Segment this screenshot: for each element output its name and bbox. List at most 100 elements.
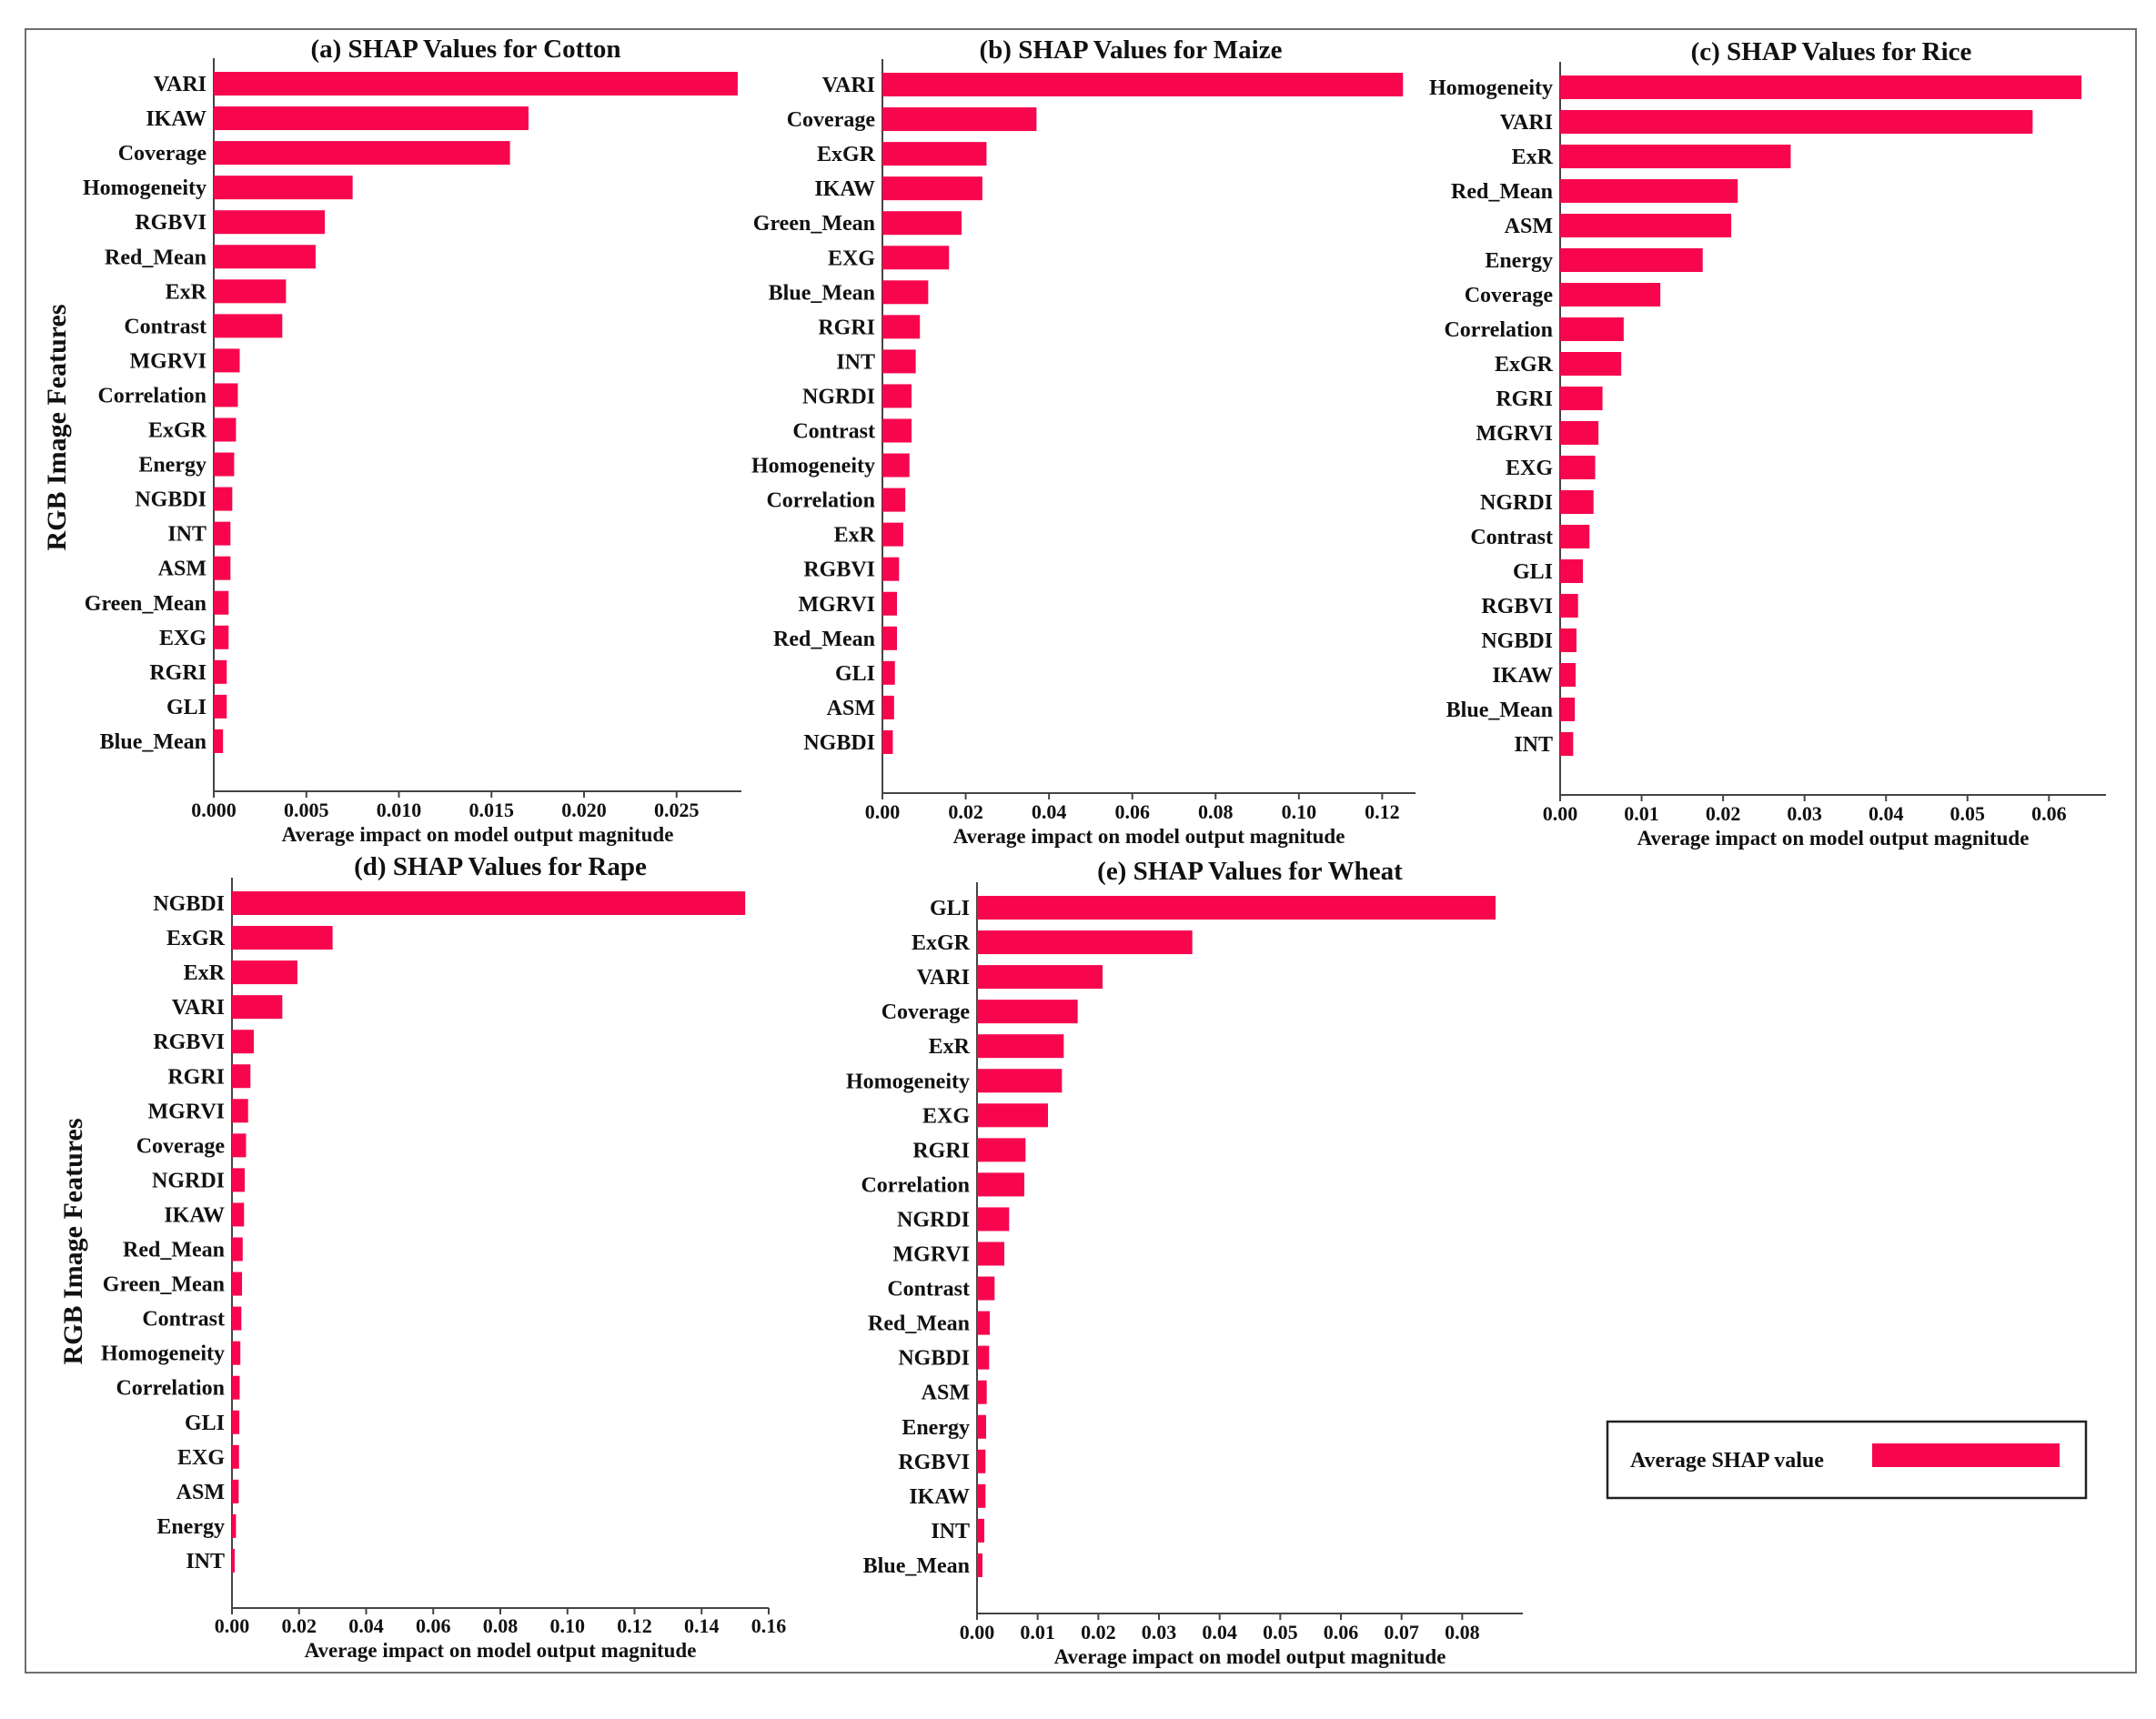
- feature-label-maize: ASM: [827, 697, 875, 720]
- feature-label-maize: INT: [836, 350, 875, 374]
- feature-label-maize: MGRVI: [799, 593, 875, 617]
- bar-wheat-homogeneity: [977, 1069, 1063, 1093]
- x-tick-label-rice: 0.06: [2031, 802, 2067, 825]
- x-tick-label-cotton: 0.010: [377, 799, 422, 821]
- bar-cotton-rgbvi: [214, 210, 326, 235]
- feature-label-cotton: IKAW: [146, 107, 207, 131]
- bar-wheat-ikaw: [977, 1483, 986, 1508]
- x-tick-label-rape: 0.06: [416, 1614, 451, 1637]
- feature-label-rice: ExGR: [1495, 353, 1554, 377]
- bar-maize-vari: [882, 73, 1404, 96]
- panel-title-maize: (b) SHAP Values for Maize: [980, 35, 1283, 65]
- feature-label-rice: Energy: [1485, 249, 1553, 273]
- feature-label-rape: Red_Mean: [123, 1239, 225, 1262]
- x-tick-label-rape: 0.10: [550, 1614, 586, 1637]
- bar-rape-red_mean: [232, 1237, 243, 1262]
- feature-label-cotton: RGBVI: [135, 211, 207, 235]
- feature-label-rice: MGRVI: [1476, 422, 1553, 446]
- feature-label-rape: Energy: [156, 1515, 225, 1539]
- panel-title-rape: (d) SHAP Values for Rape: [354, 852, 647, 881]
- bar-wheat-exgr: [977, 930, 1193, 955]
- feature-label-rice: Red_Mean: [1451, 180, 1553, 204]
- x-tick-label-rape: 0.02: [282, 1614, 317, 1637]
- bar-maize-ikaw: [882, 176, 982, 201]
- feature-label-wheat: NGRDI: [897, 1208, 970, 1231]
- bar-rice-rgri: [1560, 387, 1603, 410]
- feature-label-maize: RGBVI: [803, 558, 875, 582]
- bar-wheat-correlation: [977, 1172, 1024, 1197]
- bar-wheat-vari: [977, 965, 1103, 990]
- bar-rape-correlation: [232, 1375, 240, 1400]
- x-tick-label-wheat: 0.07: [1384, 1621, 1419, 1644]
- bar-rice-asm: [1560, 214, 1732, 237]
- y-axis-title-bottom: RGB Image Features: [58, 1118, 88, 1364]
- feature-label-wheat: Correlation: [861, 1173, 970, 1197]
- feature-label-maize: RGRI: [818, 316, 875, 339]
- bar-cotton-asm: [214, 556, 231, 580]
- bar-cotton-blue_mean: [214, 729, 224, 753]
- feature-label-maize: Blue_Mean: [769, 281, 875, 305]
- feature-label-cotton: GLI: [166, 696, 207, 719]
- feature-label-rice: NGBDI: [1481, 629, 1553, 653]
- feature-label-rice: Coverage: [1465, 284, 1554, 307]
- bar-maize-contrast: [882, 418, 912, 443]
- feature-label-rape: Correlation: [116, 1377, 225, 1401]
- bar-rice-exr: [1560, 145, 1791, 168]
- x-axis-label-rape: Average impact on model output magnitude: [305, 1639, 697, 1662]
- feature-label-cotton: MGRVI: [130, 349, 207, 373]
- bar-cotton-homogeneity: [214, 176, 353, 200]
- x-tick-label-rape: 0.08: [483, 1614, 519, 1637]
- feature-label-wheat: Homogeneity: [846, 1070, 970, 1093]
- panel-rape: (d) SHAP Values for Rape NGBDI ExGR ExR VARI…: [101, 852, 786, 1662]
- feature-label-rice: INT: [1514, 733, 1553, 757]
- x-tick-label-wheat: 0.02: [1081, 1621, 1116, 1644]
- bar-maize-homogeneity: [882, 453, 910, 478]
- feature-label-maize: Contrast: [792, 420, 875, 444]
- x-tick-label-rice: 0.01: [1624, 802, 1659, 825]
- bar-cotton-exg: [214, 625, 229, 649]
- bar-cotton-correlation: [214, 383, 238, 407]
- bar-maize-ngbdi: [882, 729, 893, 754]
- feature-label-maize: ExR: [834, 524, 876, 548]
- bar-rape-gli: [232, 1410, 240, 1434]
- feature-label-wheat: ExGR: [912, 931, 971, 955]
- bar-rape-ngrdi: [232, 1168, 246, 1192]
- feature-label-rice: RGBVI: [1481, 595, 1553, 618]
- panel-title-cotton: (a) SHAP Values for Cotton: [310, 35, 620, 64]
- feature-label-rice: Homogeneity: [1429, 76, 1553, 100]
- bar-cotton-gli: [214, 694, 227, 719]
- feature-label-rice: ExR: [1512, 146, 1554, 169]
- bar-rape-exgr: [232, 926, 333, 950]
- feature-label-cotton: Homogeneity: [83, 176, 207, 200]
- bar-rape-int: [232, 1548, 235, 1573]
- feature-label-rice: IKAW: [1492, 664, 1553, 688]
- legend-swatch: [1872, 1443, 2060, 1467]
- x-tick-label-wheat: 0.05: [1263, 1621, 1298, 1644]
- feature-label-rice: EXG: [1506, 457, 1553, 480]
- bar-rape-contrast: [232, 1306, 242, 1331]
- x-tick-label-wheat: 0.04: [1202, 1621, 1237, 1644]
- bar-wheat-ngbdi: [977, 1345, 990, 1370]
- feature-label-cotton: Contrast: [124, 315, 207, 338]
- bar-rice-vari: [1560, 110, 2033, 134]
- feature-label-wheat: EXG: [922, 1104, 970, 1128]
- panel-rice: (c) SHAP Values for Rice Homogeneity VARI E…: [1429, 37, 2106, 849]
- feature-label-maize: GLI: [835, 662, 875, 686]
- feature-label-rape: NGBDI: [153, 892, 225, 916]
- x-tick-label-cotton: 0.025: [654, 799, 700, 821]
- x-tick-label-rape: 0.12: [617, 1614, 652, 1637]
- bar-rice-coverage: [1560, 283, 1661, 307]
- bar-wheat-energy: [977, 1414, 986, 1439]
- feature-label-maize: Homogeneity: [751, 455, 875, 478]
- feature-label-cotton: ExGR: [148, 419, 207, 443]
- bar-maize-blue_mean: [882, 280, 929, 305]
- bar-rape-ikaw: [232, 1202, 245, 1227]
- x-tick-label-rice: 0.04: [1869, 802, 1904, 825]
- x-tick-label-maize: 0.08: [1198, 800, 1234, 823]
- x-tick-label-rice: 0.00: [1543, 802, 1578, 825]
- bar-maize-gli: [882, 660, 895, 685]
- feature-label-rape: ExR: [184, 961, 226, 985]
- bar-cotton-coverage: [214, 141, 510, 166]
- x-tick-label-rice: 0.02: [1706, 802, 1741, 825]
- bar-cotton-int: [214, 521, 231, 546]
